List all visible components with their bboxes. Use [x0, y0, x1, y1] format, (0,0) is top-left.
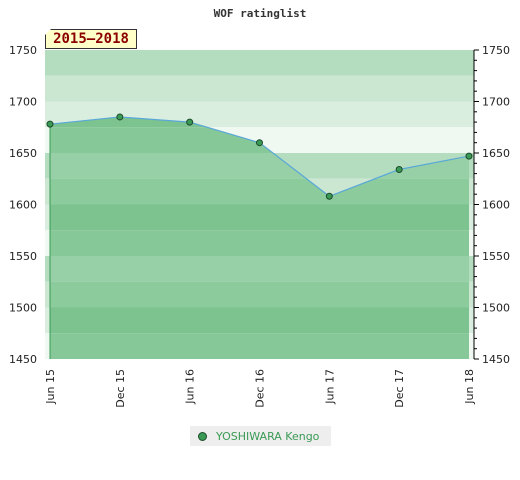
data-point-0 — [46, 120, 54, 128]
y-tick-label: 1700 — [9, 96, 37, 109]
x-tick-label: Jun 18 — [463, 369, 476, 405]
y-tick-label: 1500 — [482, 302, 510, 315]
y-tick-label: 1650 — [482, 147, 510, 160]
legend-marker-icon — [198, 431, 207, 441]
x-tick-label: Jun 15 — [44, 369, 57, 405]
area-band — [50, 281, 469, 308]
period-badge: 2015–2018 — [45, 29, 137, 49]
y-tick-label: 1500 — [9, 302, 37, 315]
y-tick-label: 1550 — [482, 250, 510, 263]
data-point-6 — [465, 152, 473, 160]
band-top — [45, 50, 474, 76]
area-band — [50, 230, 469, 256]
data-point-3 — [256, 139, 263, 147]
data-point-2 — [186, 118, 194, 126]
area-band — [50, 204, 469, 231]
x-tick-label: Dec 17 — [393, 369, 406, 408]
y-tick-label: 1700 — [482, 96, 510, 109]
axes — [49, 49, 479, 360]
x-axis: Jun 15 Dec 15 Jun 16 Dec 16 Jun 17 Dec 17 Jun … — [44, 369, 476, 408]
data-point-5 — [395, 165, 403, 173]
y-tick-label: 1650 — [9, 147, 37, 160]
chart-title: WOF ratinglist — [214, 7, 307, 20]
area-band — [50, 256, 469, 282]
legend-label: YOSHIWARA Kengo — [216, 429, 320, 443]
x-tick-label: Jun 16 — [184, 369, 197, 405]
data-points — [46, 113, 473, 200]
area-band — [50, 307, 469, 334]
y-tick-label: 1600 — [482, 199, 510, 212]
x-tick-label: Dec 15 — [114, 369, 127, 408]
area-band — [50, 178, 469, 205]
y-tick-label: 1450 — [9, 353, 37, 366]
data-point-1 — [116, 113, 124, 121]
y-axis-left: 1450 1500 1550 1600 1650 1700 1750 — [9, 44, 37, 366]
y-tick-label: 1750 — [9, 44, 37, 57]
y-tick-label: 1750 — [482, 44, 510, 57]
x-tick-label: Jun 17 — [323, 369, 336, 405]
legend[interactable]: YOSHIWARA Kengo — [190, 426, 331, 446]
y-tick-label: 1600 — [9, 199, 37, 212]
x-tick-label: Dec 16 — [254, 369, 267, 408]
y-axis-right: 1450 1500 1550 1600 1650 1700 1750 — [482, 44, 510, 366]
area-band — [50, 333, 469, 359]
data-point-4 — [325, 192, 333, 200]
y-tick-label: 1550 — [9, 250, 37, 263]
y-tick-label: 1450 — [482, 353, 510, 366]
band-top — [45, 75, 474, 102]
